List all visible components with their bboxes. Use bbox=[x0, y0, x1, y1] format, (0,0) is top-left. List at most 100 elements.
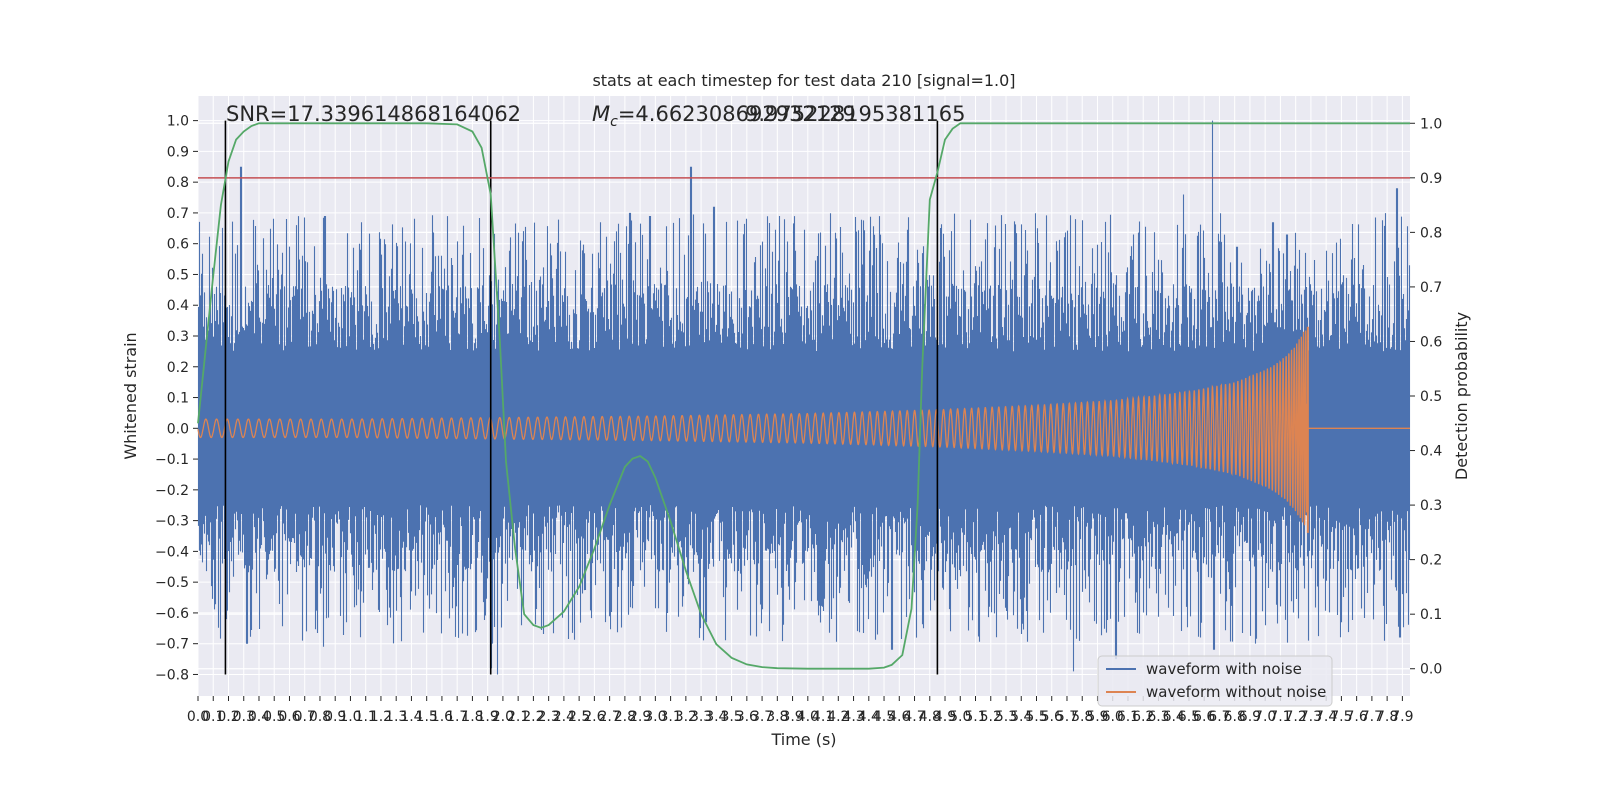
x-tick-label: 2.7 bbox=[598, 709, 620, 725]
y-tick-label: 0.3 bbox=[167, 329, 189, 345]
x-ticks: 0.00.10.20.30.40.50.60.70.80.91.01.11.21… bbox=[187, 696, 1414, 725]
x-tick-label: 4.3 bbox=[842, 709, 864, 725]
x-tick-label: 2.9 bbox=[629, 709, 651, 725]
x-tick-label: 0.1 bbox=[202, 709, 224, 725]
x-tick-label: 3.1 bbox=[659, 709, 681, 725]
x-tick-label: 0.2 bbox=[217, 709, 239, 725]
x-tick-label: 5.2 bbox=[980, 709, 1002, 725]
x-tick-label: 6.9 bbox=[1239, 709, 1261, 725]
x-tick-label: 2.8 bbox=[614, 709, 636, 725]
y-tick-label: 0.8 bbox=[167, 175, 189, 191]
y-tick-label: 0.4 bbox=[167, 298, 189, 314]
overlapping-annotation: 9.975228195381165 bbox=[745, 102, 965, 126]
y-tick-label-right: 0.9 bbox=[1420, 171, 1442, 187]
x-tick-label: 2.3 bbox=[538, 709, 560, 725]
x-tick-label: 3.8 bbox=[766, 709, 788, 725]
x-tick-label: 1.3 bbox=[385, 709, 407, 725]
legend: waveform with noise waveform without noi… bbox=[1097, 655, 1333, 707]
x-tick-label: 1.1 bbox=[355, 709, 377, 725]
x-tick-label: 2.1 bbox=[507, 709, 529, 725]
chirp-mass-value: =4.662308692932129 bbox=[618, 102, 856, 126]
x-tick-label: 1.4 bbox=[400, 709, 422, 725]
x-tick-label: 6.1 bbox=[1117, 709, 1139, 725]
legend-label-noisy: waveform with noise bbox=[1146, 660, 1302, 678]
y-tick-label: 1.0 bbox=[167, 114, 189, 130]
x-tick-label: 5.6 bbox=[1041, 709, 1063, 725]
y-tick-label-right: 0.0 bbox=[1420, 662, 1442, 678]
y-tick-label: 0.7 bbox=[167, 206, 189, 222]
x-tick-label: 3.6 bbox=[736, 709, 758, 725]
x-tick-label: 5.1 bbox=[964, 709, 986, 725]
x-tick-label: 5.3 bbox=[995, 709, 1017, 725]
y-tick-label: −0.4 bbox=[155, 544, 189, 560]
x-tick-label: 3.5 bbox=[720, 709, 742, 725]
x-tick-label: 1.9 bbox=[477, 709, 499, 725]
x-tick-label: 4.0 bbox=[797, 709, 819, 725]
x-axis-label: Time (s) bbox=[770, 730, 836, 749]
x-tick-label: 7.8 bbox=[1376, 709, 1398, 725]
y-tick-label: 0.9 bbox=[167, 144, 189, 160]
x-tick-label: 4.5 bbox=[873, 709, 895, 725]
x-tick-label: 0.9 bbox=[324, 709, 346, 725]
x-tick-label: 2.2 bbox=[522, 709, 544, 725]
legend-label-clean: waveform without noise bbox=[1146, 683, 1326, 701]
x-tick-label: 6.7 bbox=[1208, 709, 1230, 725]
y-tick-label: 0.5 bbox=[167, 267, 189, 283]
x-tick-label: 7.6 bbox=[1346, 709, 1368, 725]
y-tick-label: −0.1 bbox=[155, 452, 189, 468]
x-tick-label: 4.1 bbox=[812, 709, 834, 725]
y-tick-label-right: 0.4 bbox=[1420, 444, 1442, 460]
y-tick-label-right: 0.1 bbox=[1420, 607, 1442, 623]
y-tick-label: −0.2 bbox=[155, 483, 189, 499]
x-tick-label: 3.4 bbox=[705, 709, 727, 725]
y-ticks-left: −0.8 −0.7 −0.6 −0.5 −0.4 −0.3 −0.2 −0.1 0.0 0.1 0.… bbox=[155, 114, 198, 683]
x-tick-label: 4.6 bbox=[888, 709, 910, 725]
x-tick-label: 7.9 bbox=[1391, 709, 1413, 725]
x-tick-label: 1.5 bbox=[416, 709, 438, 725]
y-tick-label: 0.2 bbox=[167, 360, 189, 376]
x-tick-label: 0.4 bbox=[248, 709, 270, 725]
x-tick-label: 3.9 bbox=[781, 709, 803, 725]
x-tick-label: 7.7 bbox=[1361, 709, 1383, 725]
y-ticks-right: 0.0 0.1 0.2 0.3 0.4 0.5 0.6 0.7 0.8 0.9 1.0 bbox=[1410, 116, 1442, 678]
x-tick-label: 3.3 bbox=[690, 709, 712, 725]
y-tick-label-right: 0.5 bbox=[1420, 389, 1442, 405]
y-tick-label: 0.1 bbox=[167, 391, 189, 407]
x-tick-label: 5.0 bbox=[949, 709, 971, 725]
x-tick-label: 7.0 bbox=[1254, 709, 1276, 725]
y-tick-label: −0.8 bbox=[155, 667, 189, 683]
y-axis-label-right: Detection probability bbox=[1452, 312, 1471, 480]
y-tick-label: −0.3 bbox=[155, 514, 189, 530]
x-tick-label: 6.0 bbox=[1102, 709, 1124, 725]
x-tick-label: 0.8 bbox=[309, 709, 331, 725]
chirp-mass-annotation: Mc=4.662308692932129 bbox=[592, 102, 856, 130]
chirp-mass-subscript: c bbox=[610, 114, 618, 130]
x-tick-label: 1.7 bbox=[446, 709, 468, 725]
x-tick-label: 1.2 bbox=[370, 709, 392, 725]
detection-probability-line bbox=[197, 122, 1410, 670]
x-tick-label: 7.4 bbox=[1315, 709, 1337, 725]
x-tick-label: 3.2 bbox=[675, 709, 697, 725]
y-tick-label: 0.0 bbox=[167, 421, 189, 437]
y-tick-label: −0.5 bbox=[155, 575, 189, 591]
x-tick-label: 1.8 bbox=[461, 709, 483, 725]
x-tick-label: 2.5 bbox=[568, 709, 590, 725]
x-tick-label: 6.3 bbox=[1147, 709, 1169, 725]
x-tick-label: 5.8 bbox=[1071, 709, 1093, 725]
x-tick-label: 4.4 bbox=[858, 709, 880, 725]
x-tick-label: 0.6 bbox=[278, 709, 300, 725]
x-tick-label: 5.9 bbox=[1086, 709, 1108, 725]
snr-annotation: SNR=17.339614868164062 bbox=[226, 102, 521, 126]
x-tick-label: 2.0 bbox=[492, 709, 514, 725]
x-tick-label: 7.1 bbox=[1269, 709, 1291, 725]
x-tick-label: 6.6 bbox=[1193, 709, 1215, 725]
x-tick-label: 6.4 bbox=[1163, 709, 1185, 725]
x-tick-label: 3.7 bbox=[751, 709, 773, 725]
x-tick-label: 5.7 bbox=[1056, 709, 1078, 725]
y-tick-label-right: 0.6 bbox=[1420, 334, 1442, 350]
y-tick-label: −0.7 bbox=[155, 637, 189, 653]
x-tick-label: 0.0 bbox=[187, 709, 209, 725]
x-tick-label: 5.4 bbox=[1010, 709, 1032, 725]
vertical-lines bbox=[224, 120, 939, 675]
